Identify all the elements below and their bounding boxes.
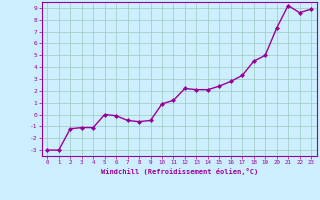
X-axis label: Windchill (Refroidissement éolien,°C): Windchill (Refroidissement éolien,°C) (100, 168, 258, 175)
